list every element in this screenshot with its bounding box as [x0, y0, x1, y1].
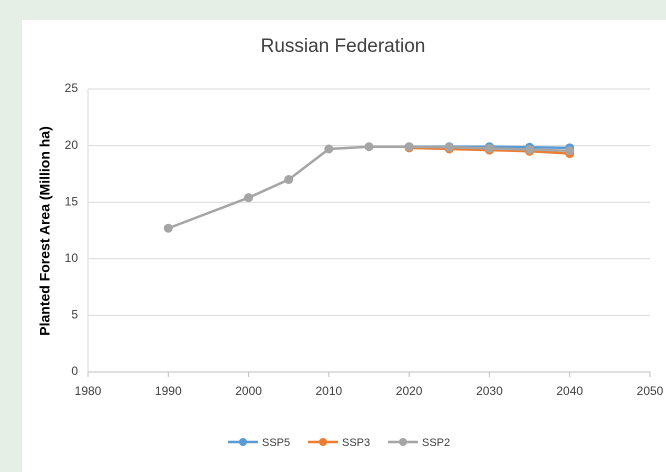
data-point [404, 142, 414, 152]
legend-marker [399, 438, 407, 446]
x-tick-label: 2050 [637, 384, 664, 398]
data-point [484, 143, 494, 153]
data-point [565, 146, 575, 156]
x-tick-label: 1990 [155, 384, 182, 398]
y-axis-label: Planted Forest Area (Million ha) [37, 126, 53, 336]
x-tick-label: 2040 [556, 384, 583, 398]
legend-marker [239, 438, 247, 446]
y-tick-label: 20 [65, 138, 79, 152]
legend-marker [319, 438, 327, 446]
x-tick-label: 2030 [476, 384, 503, 398]
x-tick-label: 2010 [316, 384, 343, 398]
x-tick-label: 2000 [235, 384, 262, 398]
chart-title: Russian Federation [261, 36, 426, 57]
legend-label: SSP2 [422, 437, 450, 449]
data-point [364, 142, 374, 152]
y-tick-label: 10 [65, 251, 79, 265]
data-point [163, 223, 173, 233]
data-point [444, 142, 454, 152]
chart-panel [22, 20, 666, 472]
y-tick-label: 15 [65, 194, 79, 208]
data-point [525, 145, 535, 155]
series-line [167, 145, 570, 230]
x-tick-label: 1980 [75, 384, 102, 398]
legend-label: SSP3 [342, 437, 370, 449]
y-tick-label: 25 [65, 81, 79, 95]
x-tick-label: 2020 [396, 384, 423, 398]
legend-label: SSP5 [262, 437, 290, 449]
y-tick-label: 5 [71, 308, 78, 322]
data-point [324, 144, 334, 154]
data-point [244, 193, 254, 203]
data-point [284, 175, 294, 185]
y-tick-label: 0 [71, 364, 78, 378]
